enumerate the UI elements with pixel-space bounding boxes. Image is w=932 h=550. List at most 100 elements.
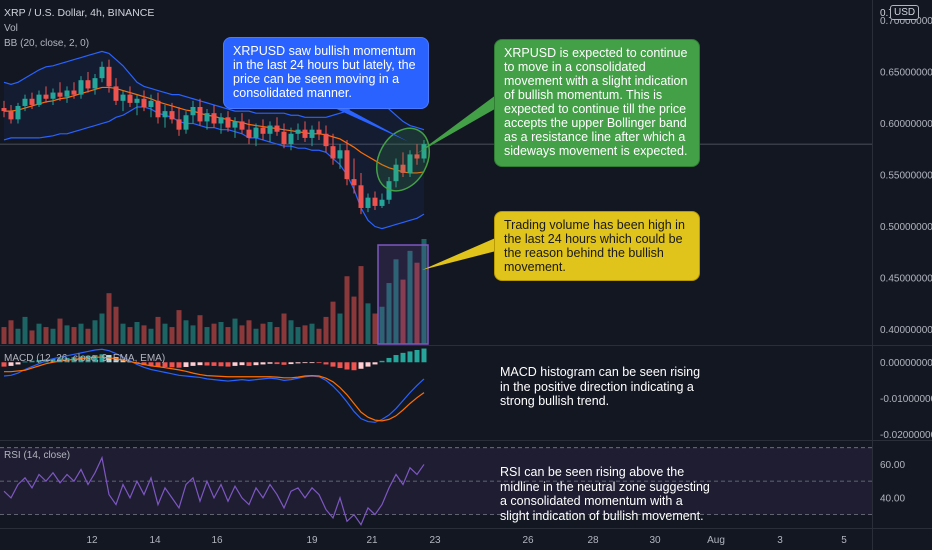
macd-histogram-bar	[197, 362, 203, 366]
highlight-volume-rectangle[interactable]	[377, 244, 429, 345]
candle-body	[288, 133, 294, 145]
annotation-blue[interactable]: XRPUSD saw bullish momentum in the last …	[223, 37, 429, 109]
macd-histogram-bar	[323, 362, 329, 365]
blue-callout-pointer	[330, 106, 408, 142]
candle-body	[309, 129, 315, 138]
price-tick-label: 0.55000000	[880, 171, 932, 182]
volume-bar	[15, 328, 21, 344]
time-tick-label: 14	[149, 535, 161, 546]
volume-bar	[141, 325, 147, 344]
candle-body	[162, 111, 168, 118]
macd-histogram-bar	[190, 362, 196, 366]
volume-bar	[225, 327, 231, 344]
macd-histogram-bar	[148, 362, 154, 366]
annotation-macd[interactable]: MACD histogram can be seen rising in the…	[500, 365, 701, 408]
candle-body	[225, 117, 231, 128]
volume-bar	[127, 327, 133, 344]
macd-histogram-bar	[22, 361, 28, 363]
currency-button[interactable]: USD	[890, 5, 920, 20]
volume-bar	[316, 328, 322, 344]
volume-bar	[8, 320, 14, 344]
bb-fill	[4, 51, 424, 229]
volume-bar	[113, 306, 119, 344]
candle-body	[127, 94, 133, 103]
green-callout-pointer	[417, 92, 500, 154]
rsi-indicator-label[interactable]: RSI (14, close)	[4, 450, 71, 461]
annotation-yellow[interactable]: Trading volume has been high in the last…	[494, 211, 700, 281]
macd-histogram-bar	[379, 360, 385, 363]
rsi-tick-label: 60.00	[880, 460, 905, 471]
candle-body	[15, 105, 21, 120]
macd-histogram-bar	[393, 355, 399, 363]
volume-bar	[421, 239, 427, 344]
candle-body	[50, 92, 56, 99]
candle-body	[8, 111, 14, 120]
candle-body	[120, 94, 126, 101]
macd-histogram-bar	[232, 362, 238, 366]
macd-histogram-bar	[78, 356, 84, 363]
price-tick-label: 0.40000000	[880, 325, 932, 336]
macd-histogram-bar	[50, 358, 56, 363]
volume-bars	[1, 239, 427, 344]
bollinger-indicator-label[interactable]: BB (20, close, 2, 0)	[4, 38, 90, 49]
macd-tick-label: -0.02000000	[880, 430, 932, 441]
candle-body	[197, 107, 203, 122]
highlight-shapes	[366, 119, 439, 345]
time-tick-label: 3	[777, 535, 783, 546]
macd-histogram-bar	[316, 362, 322, 364]
time-tick-label: Aug	[707, 535, 725, 546]
macd-histogram-bar	[267, 362, 273, 364]
volume-bar	[155, 316, 161, 344]
candle-body	[421, 144, 427, 159]
candle-body	[372, 197, 378, 206]
volume-bar	[22, 316, 28, 344]
macd-histogram-bar	[120, 359, 126, 363]
candle-body	[176, 119, 182, 130]
rsi-line	[3, 455, 425, 526]
volume-bar	[92, 320, 98, 344]
annotation-green[interactable]: XRPUSD is expected to continue to move i…	[494, 39, 700, 167]
macd-histogram-bar	[169, 362, 175, 368]
macd-indicator-label[interactable]: MACD (12, 26, close, 9, EMA, EMA)	[4, 353, 166, 364]
rsi-pane	[0, 447, 872, 526]
volume-bar	[183, 320, 189, 344]
candle-body	[113, 86, 119, 101]
volume-bar	[323, 316, 329, 344]
candle-body	[36, 94, 42, 105]
volume-bar	[358, 266, 364, 344]
time-tick-label: 21	[366, 535, 378, 546]
volume-indicator-label[interactable]: Vol	[4, 23, 18, 34]
time-tick-label: 19	[306, 535, 318, 546]
volume-bar	[71, 327, 77, 344]
macd-histogram-bar	[211, 362, 217, 366]
candle-body	[323, 133, 329, 147]
candle-body	[92, 78, 98, 89]
highlight-ellipse[interactable]	[366, 119, 439, 200]
volume-bar	[365, 303, 371, 344]
macd-histogram-bar	[344, 362, 350, 370]
candle-body	[183, 115, 189, 130]
candle-body	[134, 98, 140, 103]
volume-bar	[281, 313, 287, 344]
time-tick-label: 23	[429, 535, 441, 546]
time-tick-label: 16	[211, 535, 223, 546]
candle-body	[274, 125, 280, 132]
candle-body	[414, 154, 420, 159]
candle-body	[295, 129, 301, 134]
volume-bar	[274, 327, 280, 344]
volume-bar	[50, 328, 56, 344]
macd-histogram-bar	[295, 362, 301, 364]
macd-histogram-bar	[421, 348, 427, 363]
macd-histogram-bar	[253, 362, 259, 366]
volume-bar	[36, 323, 42, 344]
candle-body	[316, 129, 322, 134]
macd-histogram-bar	[372, 362, 378, 365]
candle-body	[260, 127, 266, 134]
macd-histogram-bar	[246, 362, 252, 366]
macd-histogram-bar	[183, 362, 189, 367]
candle-body	[344, 150, 350, 180]
candle-body	[1, 108, 7, 112]
annotation-rsi[interactable]: RSI can be seen rising above the midline…	[500, 465, 710, 523]
symbol-title[interactable]: XRP / U.S. Dollar, 4h, BINANCE	[4, 7, 155, 19]
